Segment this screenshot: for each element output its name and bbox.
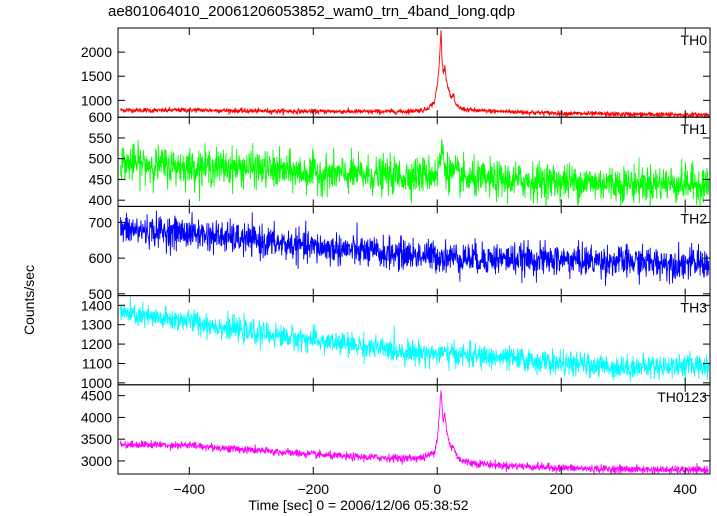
- y-tick-label: 3000: [81, 453, 112, 469]
- panel-label: TH0: [681, 32, 708, 48]
- y-tick-label: 550: [89, 130, 113, 146]
- panel-label: TH2: [681, 210, 708, 226]
- panel-th0: 1000 1500 2000 TH0: [81, 27, 711, 118]
- y-tick-label: 4000: [81, 409, 112, 425]
- series-line-th0: [120, 30, 710, 118]
- y-tick-label: 1100: [82, 355, 112, 371]
- panel-frame: [117, 27, 711, 118]
- panel-th0123: 3000 3500 4000 4500 TH0123: [81, 384, 711, 475]
- y-tick-label: 1000: [81, 375, 112, 391]
- y-tick-label: 700: [89, 214, 113, 230]
- series-line-th0123: [120, 390, 709, 474]
- x-tick-label: 0: [433, 481, 441, 497]
- x-tick-label: 200: [550, 481, 574, 497]
- y-tick-label: 600: [89, 109, 113, 125]
- y-tick-label: 4500: [81, 388, 112, 404]
- y-tick-label: 1000: [81, 92, 112, 108]
- y-tick-label: 1300: [81, 317, 112, 333]
- y-tick-label: 1200: [81, 336, 112, 352]
- y-tick-label: 600: [89, 250, 113, 266]
- panel-th2: 500 600 700 TH2: [89, 205, 711, 302]
- series-line-th3: [120, 295, 710, 383]
- plot-title: ae801064010_20061206053852_wam0_trn_4ban…: [108, 3, 516, 20]
- panel-label: TH3: [681, 300, 708, 316]
- x-tick-label: −200: [297, 481, 329, 497]
- panel-label: TH1: [681, 121, 708, 137]
- series-line-th2: [120, 210, 710, 286]
- panel-frame: [117, 384, 711, 475]
- panel-th1: 400 450 500 550 600 TH1: [89, 109, 711, 208]
- y-tick-label: 500: [89, 286, 113, 302]
- x-axis-label: Time [sec] 0 = 2006/12/06 05:38:52: [248, 497, 469, 513]
- x-tick-label: 400: [674, 481, 698, 497]
- x-tick-label: −400: [174, 481, 206, 497]
- y-tick-label: 400: [89, 192, 113, 208]
- series-line-th1: [120, 138, 710, 207]
- panel-label: TH0123: [657, 389, 707, 405]
- panel-th3: 1000 1100 1200 1300 1400 TH3: [81, 295, 711, 391]
- y-tick-label: 3500: [81, 431, 112, 447]
- y-tick-label: 1400: [81, 297, 112, 313]
- y-tick-label: 2000: [81, 44, 112, 60]
- y-tick-label: 500: [89, 151, 113, 167]
- y-tick-label: 1500: [81, 68, 112, 84]
- y-tick-label: 450: [89, 171, 113, 187]
